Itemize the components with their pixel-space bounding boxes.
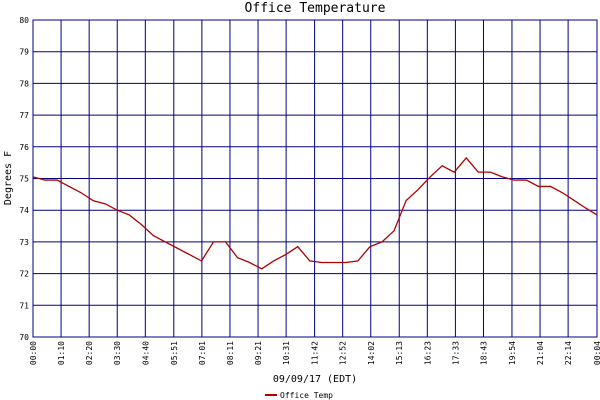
x-axis-label: 09/09/17 (EDT) bbox=[273, 374, 357, 385]
x-tick-label: 05:51 bbox=[170, 341, 179, 365]
y-tick-label: 74 bbox=[19, 206, 29, 215]
x-tick-label: 00:00 bbox=[29, 341, 38, 365]
data-line bbox=[32, 156, 598, 270]
x-tick-label: 12:52 bbox=[339, 341, 348, 365]
x-tick-label: 04:40 bbox=[141, 341, 150, 365]
x-tick-label: 15:13 bbox=[395, 341, 404, 365]
x-tick-label: 07:01 bbox=[198, 341, 207, 365]
x-tick-label: 01:10 bbox=[57, 341, 66, 365]
y-tick-label: 79 bbox=[19, 48, 29, 57]
y-tick-label: 72 bbox=[19, 270, 29, 279]
x-tick-label: 18:43 bbox=[479, 341, 488, 365]
x-tick-label: 22:14 bbox=[564, 341, 573, 365]
x-tick-label: 16:23 bbox=[423, 341, 432, 365]
x-tick-label: 02:20 bbox=[85, 341, 94, 365]
x-tick-label: 00:04 bbox=[593, 341, 600, 365]
y-tick-label: 70 bbox=[19, 333, 29, 342]
x-tick-label: 08:11 bbox=[226, 341, 235, 365]
x-tick-label: 03:30 bbox=[113, 341, 122, 365]
x-tick-label: 21:04 bbox=[536, 341, 545, 365]
x-tick-label: 14:02 bbox=[367, 341, 376, 365]
x-tick-label: 09:21 bbox=[254, 341, 263, 365]
y-axis-label: Degrees F bbox=[3, 151, 14, 205]
y-tick-label: 77 bbox=[19, 111, 29, 120]
y-tick-label: 76 bbox=[19, 143, 29, 152]
x-tick-label: 10:31 bbox=[282, 341, 291, 365]
y-tick-label: 80 bbox=[19, 16, 29, 25]
x-tick-label: 19:54 bbox=[508, 341, 517, 365]
legend-label: Office Temp bbox=[280, 391, 333, 400]
y-tick-label: 78 bbox=[19, 79, 29, 88]
y-tick-label: 71 bbox=[19, 301, 29, 310]
y-tick-label: 75 bbox=[19, 175, 29, 184]
chart-title: Office Temperature bbox=[245, 1, 386, 16]
x-tick-label: 17:33 bbox=[451, 341, 460, 365]
y-tick-label: 73 bbox=[19, 238, 29, 247]
x-tick-label: 11:42 bbox=[311, 341, 320, 365]
